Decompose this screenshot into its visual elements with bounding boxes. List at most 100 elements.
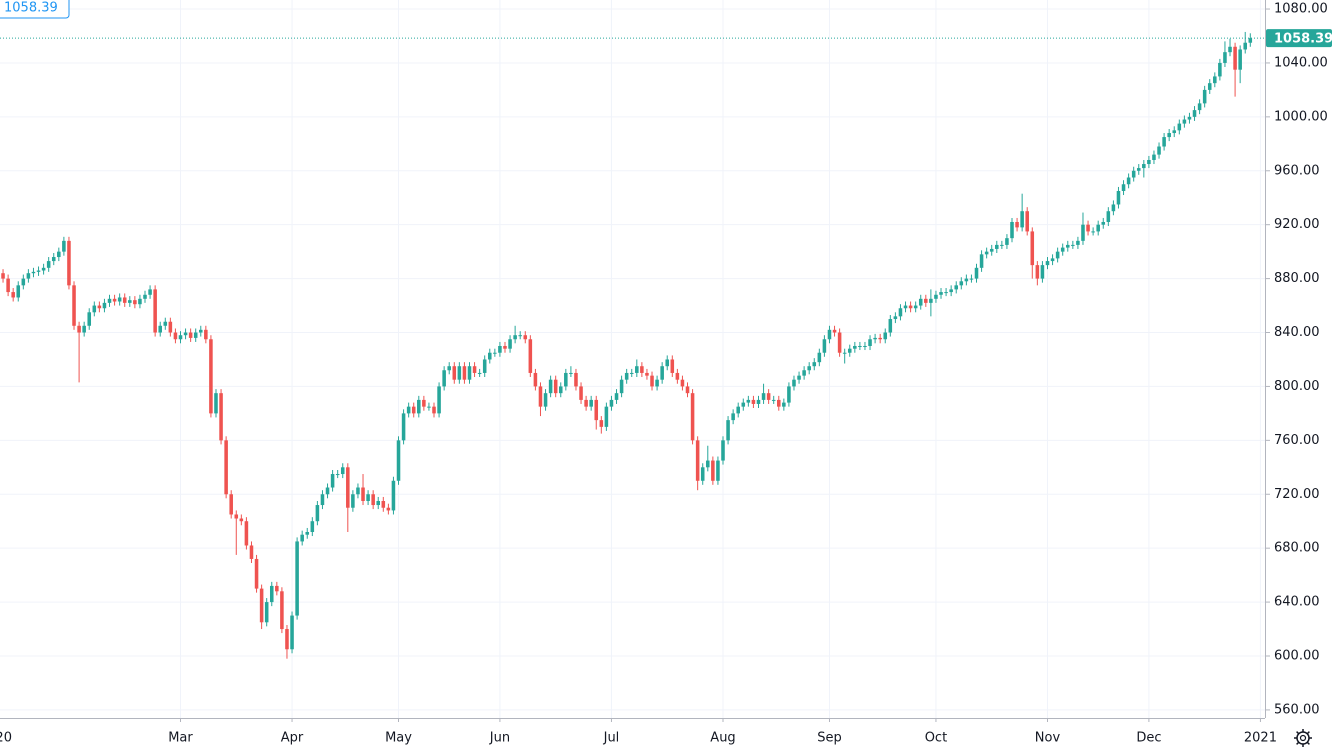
candle-body — [959, 281, 964, 286]
candle-body — [153, 289, 157, 333]
candle-body — [87, 312, 92, 326]
candle-body — [513, 335, 517, 340]
settings-icon[interactable] — [1294, 729, 1312, 747]
candle-body — [249, 545, 254, 559]
candle-body — [285, 629, 289, 650]
candle-body — [944, 292, 948, 294]
candle-body — [1202, 89, 1207, 104]
candle-body — [214, 393, 218, 414]
candle-body — [908, 305, 913, 309]
candle-body — [1086, 224, 1090, 232]
candle-body — [1015, 221, 1019, 228]
candle-body — [569, 372, 573, 374]
candle-body — [675, 372, 680, 380]
candle-body — [1076, 240, 1080, 245]
candle-body — [1060, 247, 1065, 252]
candle-body — [797, 375, 801, 380]
y-tick-label: 560.00 — [1274, 702, 1320, 717]
candle-body — [589, 399, 593, 407]
candle-body — [1228, 46, 1232, 53]
candle-body — [254, 558, 259, 589]
candle-body — [427, 406, 431, 408]
candle-body — [1030, 231, 1035, 266]
candle-body — [122, 297, 127, 303]
y-tick-label: 1080.00 — [1274, 2, 1328, 17]
candle-body — [650, 375, 654, 387]
candle-body — [148, 289, 152, 295]
candle-body — [57, 251, 61, 258]
candle-body — [579, 386, 583, 400]
candle-body — [1020, 211, 1024, 228]
x-tick-label: Mar — [168, 731, 193, 746]
x-tick-label: 2020 — [0, 731, 12, 746]
candle-body — [199, 329, 203, 333]
candle-body — [1055, 251, 1060, 259]
x-tick-label: Jul — [603, 731, 620, 746]
candle-body — [77, 325, 81, 333]
candle-body — [792, 379, 796, 387]
candle-body — [107, 298, 112, 303]
candle-body — [711, 460, 715, 481]
candle-body — [1177, 123, 1182, 131]
candle-body — [432, 406, 436, 414]
candle-body — [264, 602, 269, 623]
candle-body — [143, 294, 147, 299]
candle-body — [995, 244, 999, 249]
candle-body — [340, 467, 345, 475]
candle-body — [913, 305, 918, 309]
candle-body — [645, 372, 649, 376]
candle-body — [437, 386, 441, 414]
candle-body — [533, 372, 538, 387]
candle-body — [1136, 168, 1141, 171]
candle-body — [746, 399, 751, 403]
candle-body — [1172, 130, 1177, 134]
candle-body — [924, 298, 928, 303]
candle-body — [670, 359, 675, 373]
candle-body — [954, 285, 959, 290]
candle-body — [300, 534, 304, 542]
candle-body — [1121, 184, 1126, 191]
candle-body — [1218, 62, 1222, 77]
candle-body — [863, 345, 867, 347]
candle-body — [158, 325, 162, 333]
candle-body — [635, 366, 639, 373]
candle-body — [548, 379, 553, 394]
candle-body — [482, 359, 487, 373]
candle-body — [827, 329, 832, 340]
candle-body — [528, 339, 533, 373]
y-tick-label: 1000.00 — [1274, 109, 1328, 124]
candle-body — [422, 399, 426, 407]
candle-body — [700, 467, 705, 481]
candle-body — [376, 500, 381, 506]
candle-body — [193, 332, 198, 338]
candle-body — [1116, 190, 1121, 205]
candle-body — [619, 379, 624, 394]
candle-body — [594, 399, 599, 421]
candle-body — [371, 494, 375, 506]
candle-body — [290, 615, 294, 650]
candle-body — [391, 480, 396, 511]
candle-body — [599, 420, 604, 427]
candle-body — [949, 289, 953, 293]
candle-body — [92, 305, 97, 313]
candle-body — [655, 379, 659, 387]
candle-body — [787, 386, 791, 403]
candle-body — [736, 406, 740, 414]
candle-body — [1223, 52, 1227, 63]
candle-body — [1197, 103, 1202, 111]
candle-body — [239, 518, 244, 522]
candle-body — [1233, 46, 1237, 70]
candle-body — [553, 379, 558, 394]
candle-body — [1050, 258, 1055, 262]
candle-body — [1111, 204, 1116, 212]
last-price-label: 1058.39 — [1274, 32, 1333, 47]
candle-body — [624, 372, 629, 380]
candle-body — [346, 467, 350, 508]
candle-body — [974, 267, 979, 279]
candle-body — [903, 305, 908, 309]
y-tick-label: 640.00 — [1274, 595, 1320, 610]
candle-body — [411, 406, 416, 414]
y-tick-label: 800.00 — [1274, 379, 1320, 394]
